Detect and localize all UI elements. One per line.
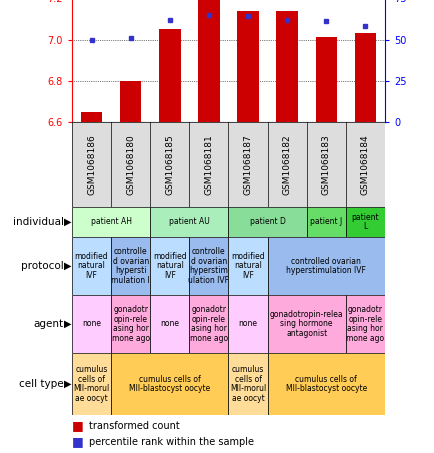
Text: GSM1068184: GSM1068184 bbox=[360, 134, 369, 195]
Text: cumulus cells of
MII-blastocyst oocyte: cumulus cells of MII-blastocyst oocyte bbox=[285, 375, 366, 393]
Text: GSM1068187: GSM1068187 bbox=[243, 134, 252, 195]
Text: GSM1068186: GSM1068186 bbox=[87, 134, 96, 195]
Text: percentile rank within the sample: percentile rank within the sample bbox=[89, 437, 253, 447]
Bar bbox=[72, 122, 111, 207]
Bar bbox=[150, 207, 228, 237]
Text: ▶: ▶ bbox=[63, 379, 71, 389]
Text: gonadotropin-relea
sing hormone
antagonist: gonadotropin-relea sing hormone antagoni… bbox=[270, 310, 343, 338]
Text: ▶: ▶ bbox=[63, 319, 71, 329]
Text: agent: agent bbox=[34, 319, 64, 329]
Bar bbox=[189, 122, 228, 207]
Bar bbox=[150, 295, 189, 353]
Bar bbox=[72, 207, 150, 237]
Text: modified
natural
IVF: modified natural IVF bbox=[75, 252, 108, 280]
Bar bbox=[189, 237, 228, 295]
Text: none: none bbox=[82, 319, 101, 328]
Bar bbox=[72, 353, 111, 415]
Text: GSM1068182: GSM1068182 bbox=[282, 134, 291, 195]
Bar bbox=[198, 0, 219, 122]
Text: transformed count: transformed count bbox=[89, 421, 179, 431]
Text: modified
natural
IVF: modified natural IVF bbox=[231, 252, 264, 280]
Bar bbox=[72, 237, 111, 295]
Text: controlle
d ovarian
hypersti
mulation I: controlle d ovarian hypersti mulation I bbox=[111, 247, 150, 285]
Bar bbox=[150, 122, 189, 207]
Text: GSM1068181: GSM1068181 bbox=[204, 134, 213, 195]
Bar bbox=[354, 34, 375, 122]
Text: ▶: ▶ bbox=[63, 261, 71, 271]
Text: patient
L: patient L bbox=[351, 212, 378, 231]
Bar bbox=[189, 295, 228, 353]
Bar bbox=[111, 353, 228, 415]
Text: gonadotr
opin-rele
asing hor
mone ago: gonadotr opin-rele asing hor mone ago bbox=[189, 305, 227, 343]
Text: patient J: patient J bbox=[309, 217, 342, 226]
Text: none: none bbox=[160, 319, 179, 328]
Text: GSM1068185: GSM1068185 bbox=[165, 134, 174, 195]
Bar bbox=[111, 237, 150, 295]
Text: GSM1068180: GSM1068180 bbox=[126, 134, 135, 195]
Text: protocol: protocol bbox=[21, 261, 64, 271]
Text: ■: ■ bbox=[72, 419, 84, 432]
Text: cell type: cell type bbox=[20, 379, 64, 389]
Text: GSM1068183: GSM1068183 bbox=[321, 134, 330, 195]
Text: cumulus
cells of
MII-morul
ae oocyt: cumulus cells of MII-morul ae oocyt bbox=[230, 365, 266, 403]
Bar bbox=[72, 295, 111, 353]
Text: gonadotr
opin-rele
asing hor
mone ago: gonadotr opin-rele asing hor mone ago bbox=[345, 305, 384, 343]
Text: patient D: patient D bbox=[249, 217, 285, 226]
Bar bbox=[267, 122, 306, 207]
Bar bbox=[228, 207, 306, 237]
Bar bbox=[306, 207, 345, 237]
Text: patient AU: patient AU bbox=[169, 217, 209, 226]
Text: cumulus cells of
MII-blastocyst oocyte: cumulus cells of MII-blastocyst oocyte bbox=[129, 375, 210, 393]
Bar bbox=[228, 295, 267, 353]
Bar bbox=[111, 122, 150, 207]
Bar bbox=[345, 207, 384, 237]
Text: patient AH: patient AH bbox=[90, 217, 132, 226]
Bar bbox=[267, 237, 384, 295]
Bar bbox=[228, 122, 267, 207]
Bar bbox=[111, 295, 150, 353]
Text: individual: individual bbox=[13, 217, 64, 227]
Bar bbox=[315, 38, 336, 122]
Bar bbox=[306, 122, 345, 207]
Bar bbox=[276, 10, 297, 122]
Bar bbox=[267, 353, 384, 415]
Bar bbox=[228, 353, 267, 415]
Text: controlled ovarian
hyperstimulation IVF: controlled ovarian hyperstimulation IVF bbox=[286, 257, 365, 275]
Text: none: none bbox=[238, 319, 257, 328]
Bar bbox=[267, 295, 345, 353]
Text: ▶: ▶ bbox=[63, 217, 71, 227]
Text: gonadotr
opin-rele
asing hor
mone ago: gonadotr opin-rele asing hor mone ago bbox=[112, 305, 149, 343]
Text: cumulus
cells of
MII-morul
ae oocyt: cumulus cells of MII-morul ae oocyt bbox=[73, 365, 109, 403]
Text: modified
natural
IVF: modified natural IVF bbox=[153, 252, 186, 280]
Bar bbox=[237, 10, 258, 122]
Text: ■: ■ bbox=[72, 435, 84, 448]
Bar bbox=[159, 29, 180, 122]
Bar bbox=[120, 81, 141, 122]
Bar bbox=[150, 237, 189, 295]
Bar bbox=[228, 237, 267, 295]
Bar bbox=[345, 295, 384, 353]
Bar bbox=[81, 112, 102, 122]
Text: controlle
d ovarian
hyperstim
ulation IVF: controlle d ovarian hyperstim ulation IV… bbox=[188, 247, 229, 285]
Bar bbox=[345, 122, 384, 207]
